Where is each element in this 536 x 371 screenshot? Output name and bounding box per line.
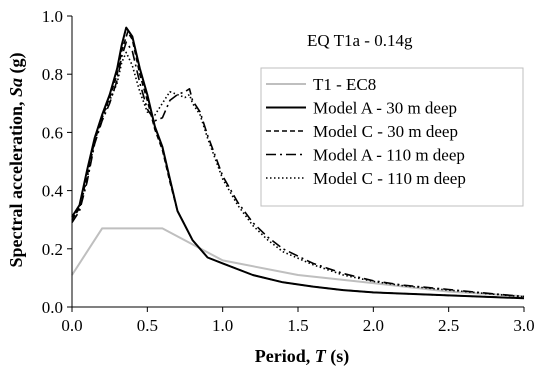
x-tick-label: 1.5 xyxy=(287,316,308,335)
legend-box xyxy=(260,67,524,207)
legend-label: Model A - 30 m deep xyxy=(313,99,457,118)
x-tick-label: 3.0 xyxy=(513,316,534,335)
y-tick-label: 0.4 xyxy=(42,182,64,201)
y-axis-title: Spectral acceleration, Sa (g) xyxy=(6,53,27,268)
x-tick-label: 2.0 xyxy=(363,316,384,335)
x-tick-label: 2.5 xyxy=(438,316,459,335)
legend-label: Model A - 110 m deep xyxy=(313,146,465,165)
series-line-t1-ec8 xyxy=(71,227,525,298)
x-tick-label: 0.5 xyxy=(137,316,158,335)
series-line-model-c-110-m-deep xyxy=(71,51,525,298)
legend: T1 - EC8 Model A - 30 m deep Model C - 30 … xyxy=(260,67,524,207)
x-axis-title: Period, T (s) xyxy=(255,346,350,367)
plot-area xyxy=(71,26,525,300)
y-tick-label: 0.2 xyxy=(42,240,63,259)
y-tick-label: 0.8 xyxy=(42,65,63,84)
series-line-model-a-110-m-deep xyxy=(71,41,525,298)
tick-labels: 0.0 0.5 1.0 1.5 2.0 2.5 3.0 0.0 0.2 0.4 0.6 0.8 1.0 xyxy=(42,7,535,335)
series-line-model-a-30-m-deep xyxy=(71,26,525,300)
legend-label: Model C - 30 m deep xyxy=(313,122,458,141)
y-tick-label: 0.0 xyxy=(42,298,63,317)
chart-annotation: EQ T1a - 0.14g xyxy=(307,31,413,50)
legend-label: T1 - EC8 xyxy=(313,75,376,94)
axes xyxy=(67,15,525,312)
x-tick-label: 1.0 xyxy=(212,316,233,335)
legend-label: Model C - 110 m deep xyxy=(313,169,466,188)
y-tick-label: 1.0 xyxy=(42,7,63,26)
x-tick-label: 0.0 xyxy=(61,316,82,335)
y-tick-label: 0.6 xyxy=(42,123,63,142)
